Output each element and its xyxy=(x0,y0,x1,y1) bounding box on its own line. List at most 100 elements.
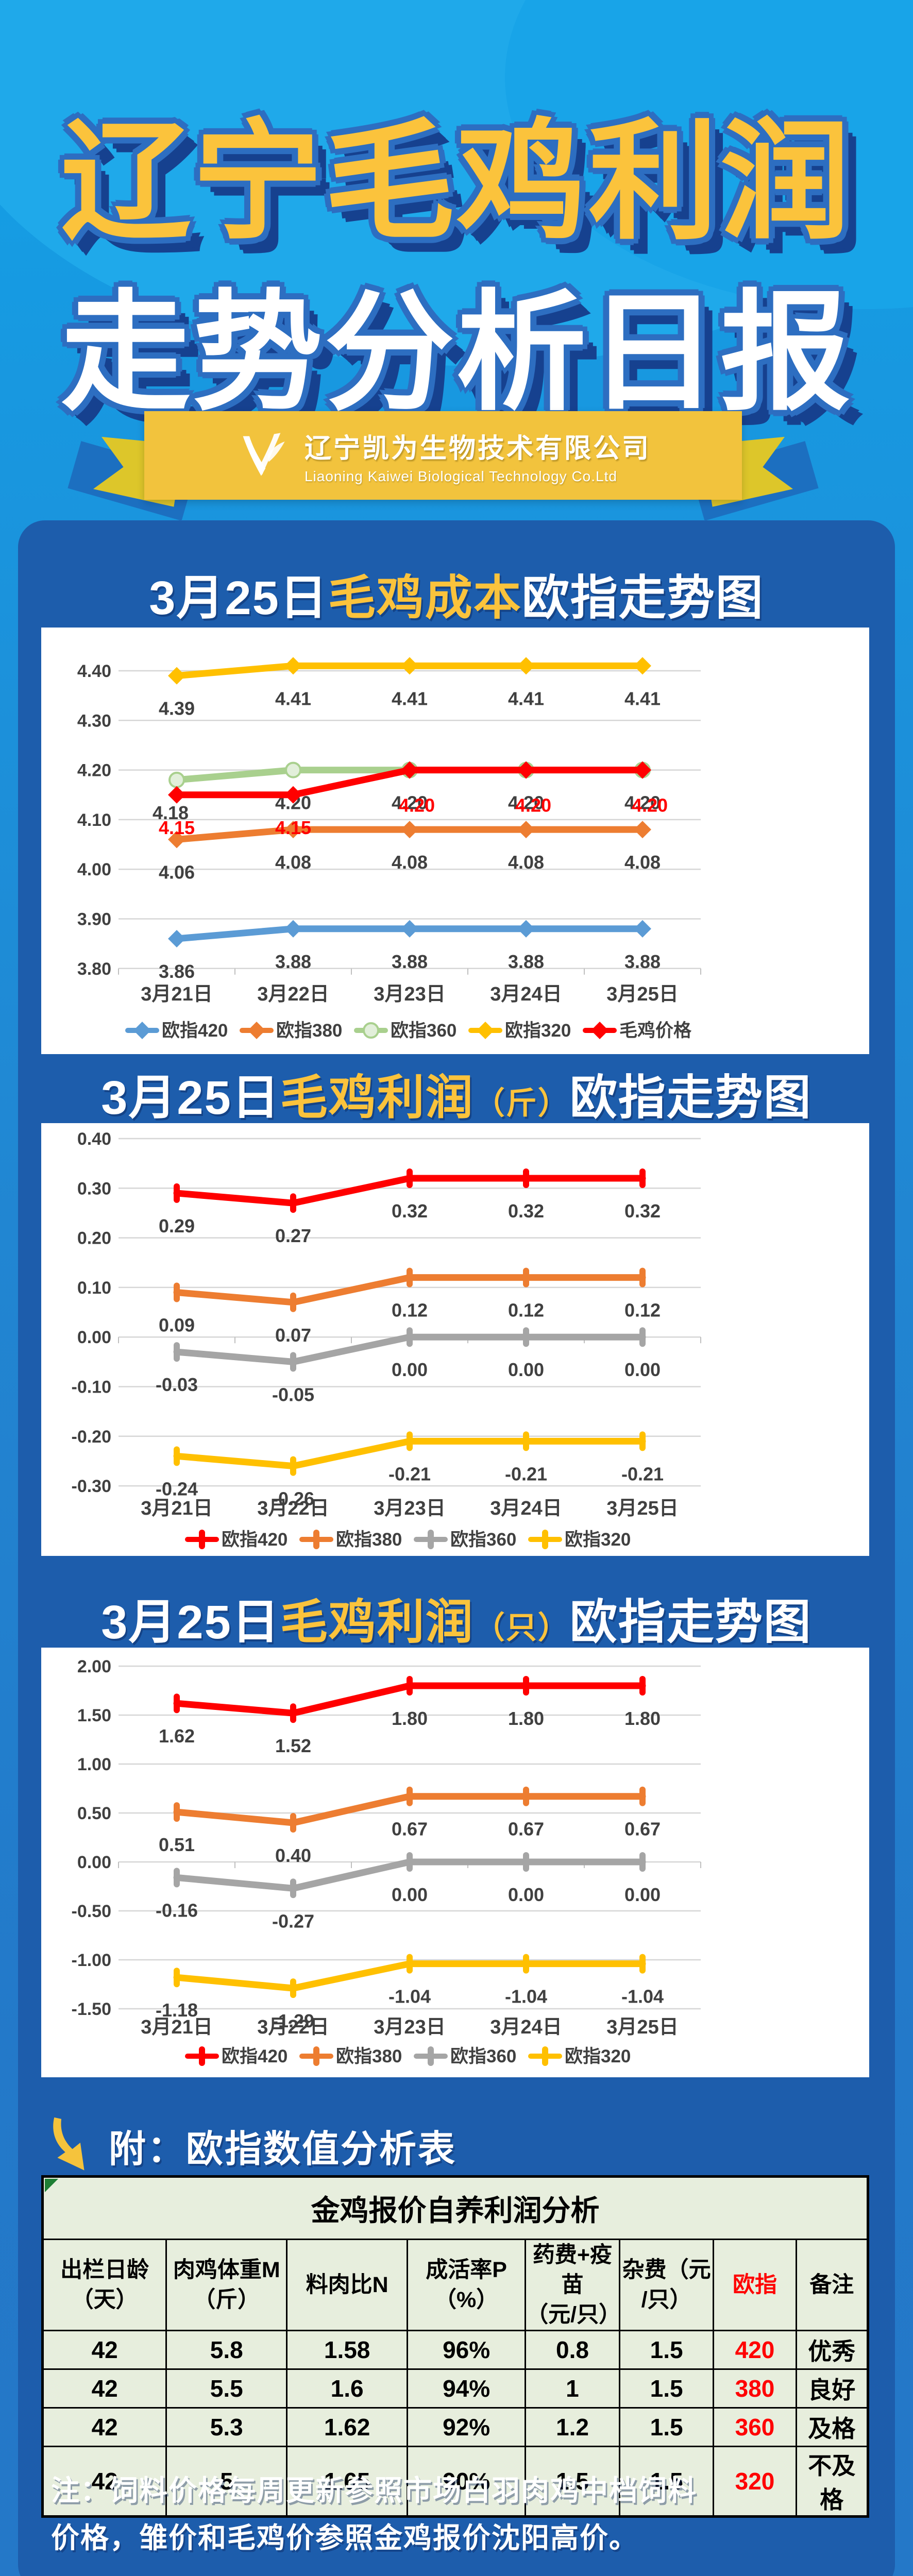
table-cell: 1.5 xyxy=(618,2407,715,2448)
table-note-line1: 注：饲料价格每周更新参照市场白羽肉鸡中档饲料 xyxy=(51,2475,698,2506)
svg-text:欧指360: 欧指360 xyxy=(450,1530,516,1550)
svg-text:欧指380: 欧指380 xyxy=(336,1530,402,1550)
svg-text:3.86: 3.86 xyxy=(159,961,195,982)
svg-text:-1.18: -1.18 xyxy=(156,1999,198,2021)
svg-text:3.88: 3.88 xyxy=(392,951,428,972)
svg-text:3月25日: 3月25日 xyxy=(606,2016,678,2038)
table-cell: 5.3 xyxy=(165,2407,288,2448)
table-row: 42 5 1.65 90% 1.5 1.5 320 不及格 xyxy=(41,2446,869,2518)
svg-text:1.80: 1.80 xyxy=(508,1708,544,1729)
table-header-cell: 成活率P （%） xyxy=(407,2238,527,2332)
table-cell: 42 xyxy=(41,2407,167,2448)
svg-text:4.39: 4.39 xyxy=(159,698,195,719)
svg-text:欧指420: 欧指420 xyxy=(162,1021,228,1041)
table-cell: 1.5 xyxy=(618,2368,715,2409)
svg-text:1.50: 1.50 xyxy=(77,1706,111,1725)
svg-text:3月24日: 3月24日 xyxy=(490,984,562,1005)
svg-text:0.00: 0.00 xyxy=(624,1884,661,1905)
table-header-cell: 杂费（元 /只） xyxy=(618,2238,715,2332)
svg-text:4.41: 4.41 xyxy=(508,688,544,709)
svg-text:3.88: 3.88 xyxy=(275,951,311,972)
svg-text:欧指320: 欧指320 xyxy=(505,1021,571,1041)
svg-text:0.32: 0.32 xyxy=(624,1200,661,1222)
table-cell: 5 xyxy=(165,2446,288,2518)
table-cell: 0.8 xyxy=(525,2330,620,2370)
svg-text:-0.24: -0.24 xyxy=(156,1478,198,1499)
svg-text:0.32: 0.32 xyxy=(508,1200,544,1222)
svg-text:4.20: 4.20 xyxy=(77,761,111,781)
svg-text:0.00: 0.00 xyxy=(77,1328,111,1347)
poster-title-line1: 辽宁毛鸡利润 xyxy=(60,110,852,255)
table-cell: 良好 xyxy=(795,2368,869,2409)
svg-text:-0.21: -0.21 xyxy=(388,1463,431,1484)
table-cell: 1.5 xyxy=(618,2446,715,2518)
svg-text:-0.26: -0.26 xyxy=(272,1488,314,1510)
table-cell: 不及格 xyxy=(795,2446,869,2518)
svg-text:3月21日: 3月21日 xyxy=(141,2016,212,2038)
table-cell: 1.5 xyxy=(525,2446,620,2518)
table-cell: 94% xyxy=(407,2368,527,2409)
poster-title-line2: 走势分析日报 xyxy=(60,281,852,426)
svg-text:1.80: 1.80 xyxy=(392,1708,428,1729)
svg-text:-1.00: -1.00 xyxy=(72,1951,112,1970)
company-name-en: Liaoning Kaiwei Biological Technology Co… xyxy=(304,468,617,484)
profit-per-bird-trend-chart: 2.00 1.50 1.00 0.50 0.00 -0.50 -1.00 -1.50 1.62 1… xyxy=(41,1648,869,2077)
yellow-bent-arrow-icon xyxy=(48,2116,95,2175)
table-header-cell: 肉鸡体重M （斤） xyxy=(165,2238,288,2332)
svg-text:4.06: 4.06 xyxy=(159,861,195,883)
svg-text:4.20: 4.20 xyxy=(508,792,544,814)
profit-per-jin-chart-title: 3月25日毛鸡利润（斤）欧指走势图 xyxy=(18,1072,895,1124)
chart-title-part: 欧指走势图 xyxy=(569,1072,812,1124)
svg-text:0.67: 0.67 xyxy=(508,1819,544,1840)
svg-text:3.80: 3.80 xyxy=(77,959,111,979)
svg-text:0.12: 0.12 xyxy=(508,1300,544,1321)
svg-text:-0.03: -0.03 xyxy=(156,1374,198,1395)
svg-text:-0.50: -0.50 xyxy=(72,1902,112,1921)
svg-text:4.10: 4.10 xyxy=(77,810,111,830)
svg-text:4.20: 4.20 xyxy=(392,792,428,814)
svg-text:1.52: 1.52 xyxy=(275,1735,311,1756)
table-cell: 5.5 xyxy=(165,2368,288,2409)
chart-title-part: 毛鸡利润 xyxy=(280,1072,474,1124)
chart-title-part: 欧指走势图 xyxy=(521,572,764,624)
svg-text:4.15: 4.15 xyxy=(275,817,311,838)
company-banner: 辽宁凯为生物技术有限公司 Liaoning Kaiwei Biological … xyxy=(144,411,742,500)
svg-text:4.08: 4.08 xyxy=(392,852,428,873)
table-cell: 1.5 xyxy=(618,2330,715,2370)
svg-text:-0.10: -0.10 xyxy=(72,1378,112,1397)
table-cell: 1 xyxy=(525,2368,620,2409)
table-cell: 1.2 xyxy=(525,2407,620,2448)
svg-text:欧指380: 欧指380 xyxy=(336,2046,402,2066)
svg-text:0.12: 0.12 xyxy=(624,1300,661,1321)
profit-per-jin-trend-chart: 0.40 0.30 0.20 0.10 0.00 -0.10 -0.20 -0.30 0.29 0… xyxy=(41,1123,869,1556)
table-cell: 1.6 xyxy=(286,2368,409,2409)
table-cell: 360 xyxy=(713,2407,797,2448)
svg-text:1.80: 1.80 xyxy=(624,1708,661,1729)
svg-text:欧指320: 欧指320 xyxy=(565,1530,631,1550)
svg-text:3月21日: 3月21日 xyxy=(141,984,212,1005)
svg-text:0.27: 0.27 xyxy=(275,1225,311,1246)
svg-text:3月23日: 3月23日 xyxy=(374,2016,445,2038)
chart-title-part: 毛鸡成本 xyxy=(328,572,522,624)
table-cell: 96% xyxy=(407,2330,527,2370)
svg-text:3.90: 3.90 xyxy=(77,910,111,929)
company-ribbon: 辽宁凯为生物技术有限公司 Liaoning Kaiwei Biological … xyxy=(67,411,819,521)
svg-text:3.88: 3.88 xyxy=(508,951,544,972)
table-header-cell: 备注 xyxy=(795,2238,869,2332)
chart-title-part: 3月25日 xyxy=(101,1596,280,1649)
svg-text:4.08: 4.08 xyxy=(508,852,544,873)
company-name-cn: 辽宁凯为生物技术有限公司 xyxy=(304,433,651,464)
svg-text:3月21日: 3月21日 xyxy=(141,1498,212,1519)
svg-text:4.41: 4.41 xyxy=(275,688,311,709)
chart-title-part: 欧指走势图 xyxy=(569,1596,812,1649)
table-cell: 420 xyxy=(713,2330,797,2370)
svg-text:-0.21: -0.21 xyxy=(621,1463,664,1484)
svg-text:4.15: 4.15 xyxy=(159,817,195,838)
table-row: 42 5.3 1.62 92% 1.2 1.5 360 及格 xyxy=(41,2407,869,2448)
svg-text:0.07: 0.07 xyxy=(275,1325,311,1346)
svg-text:欧指320: 欧指320 xyxy=(565,2046,631,2066)
svg-text:-1.50: -1.50 xyxy=(72,1999,112,2019)
svg-text:0.40: 0.40 xyxy=(77,1129,111,1149)
table-cell: 1.65 xyxy=(286,2446,409,2518)
table-cell: 1.62 xyxy=(286,2407,409,2448)
